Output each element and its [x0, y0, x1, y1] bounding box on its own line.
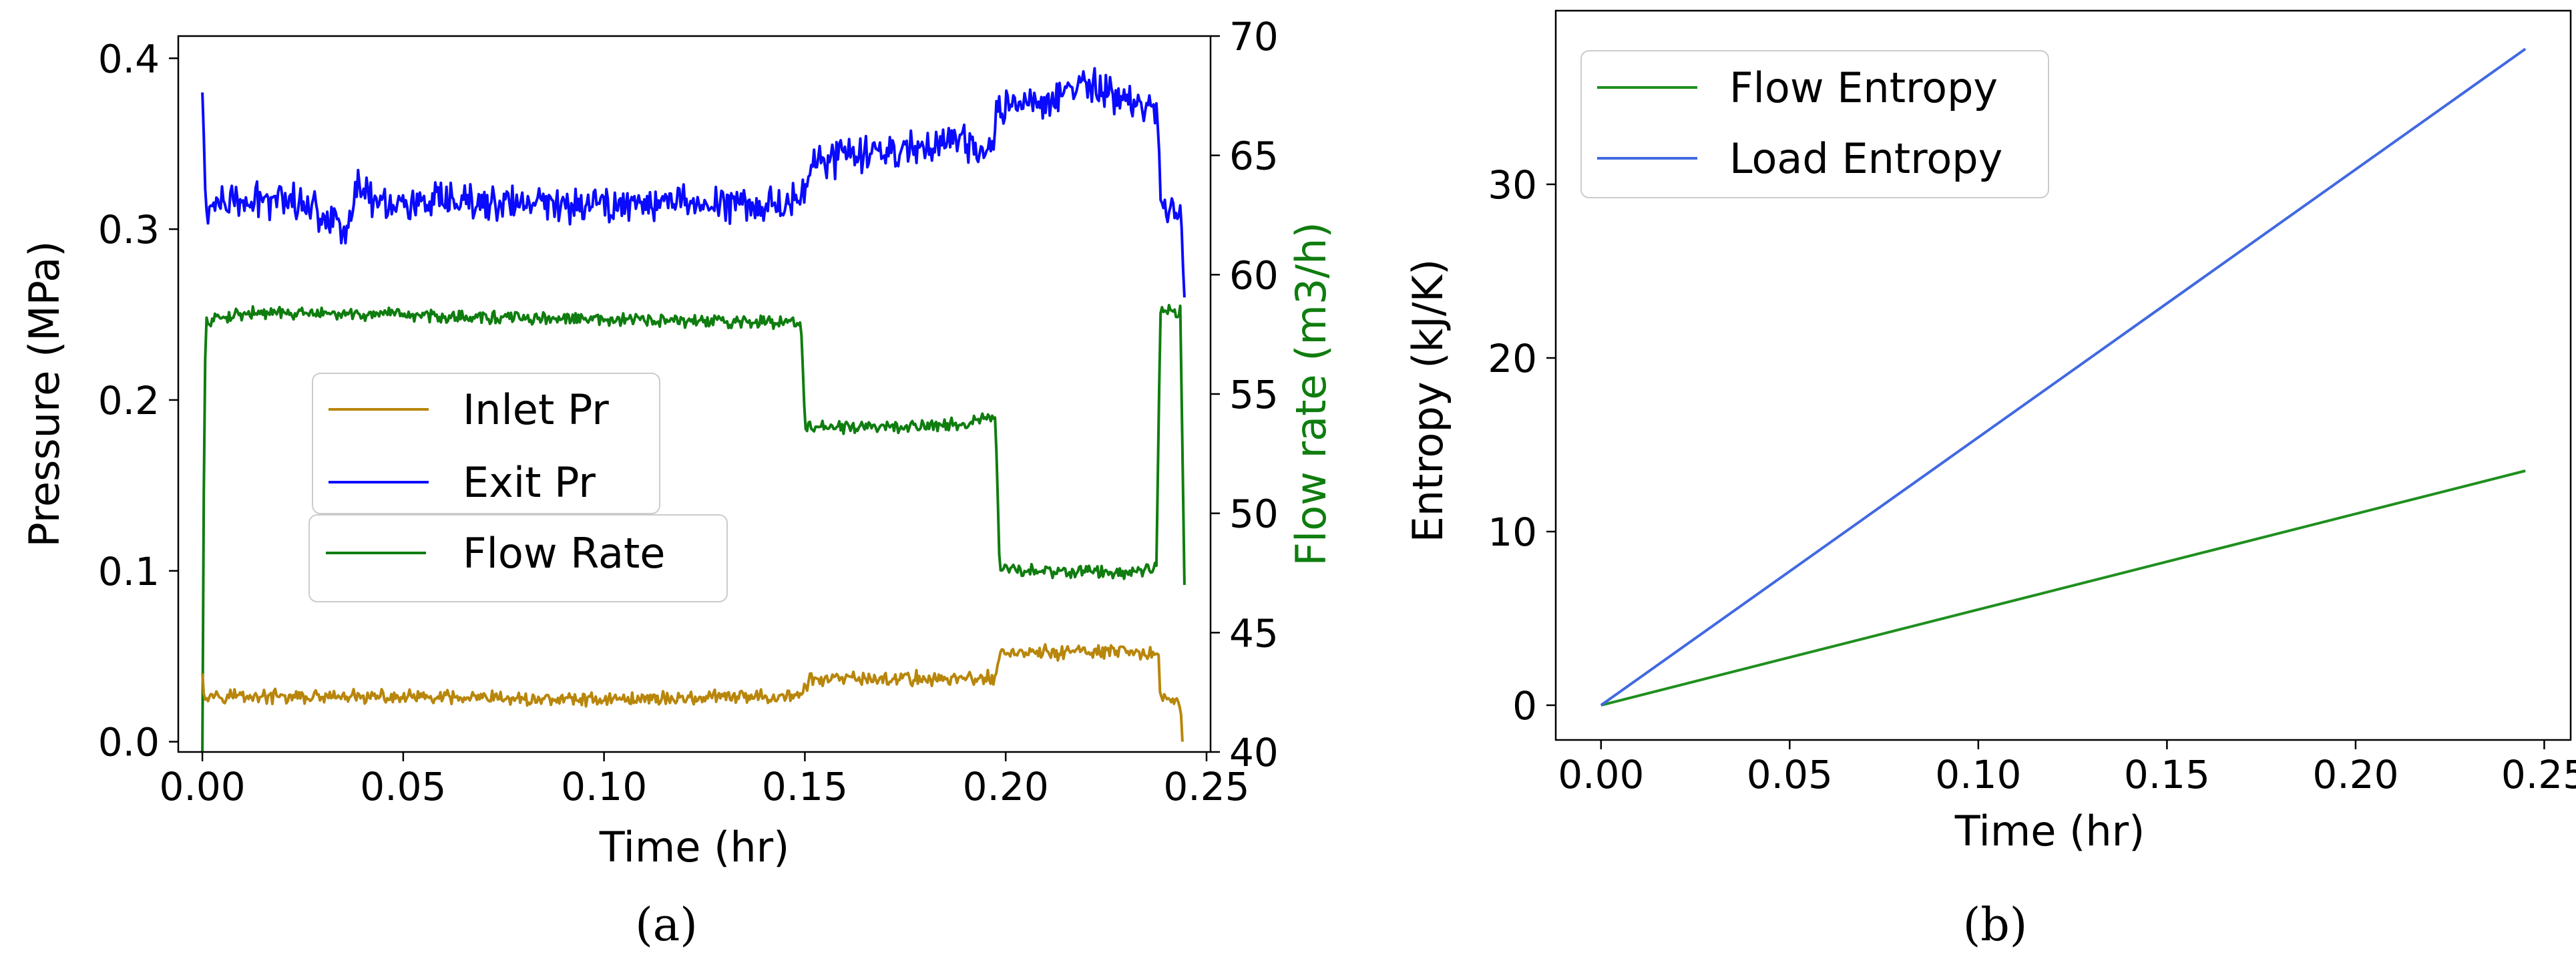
legend-label-exit-pr: Exit Pr [463, 458, 596, 507]
chart-a-panel-label: (a) [635, 899, 698, 952]
chart-b-x-axis-label: Time (hr) [1954, 807, 2145, 855]
legend-label-flow-rate: Flow Rate [463, 529, 665, 578]
legend-label-load-entropy: Load Entropy [1729, 134, 2002, 183]
chart-b-panel-label: (b) [1963, 899, 2028, 952]
chart-a-y-tick-label: 0.3 [98, 207, 160, 252]
chart-a-y-ticks: 0.0 0.1 0.2 0.3 0.4 [98, 36, 178, 765]
series-line-exit-pr [201, 67, 1186, 298]
chart-b-plot-area [1600, 47, 2527, 707]
chart-a-x-tick-label: 0.25 [1163, 764, 1249, 809]
chart-a-x-tick-label: 0.15 [762, 764, 848, 809]
chart-b-y-tick-label: 10 [1488, 510, 1537, 555]
chart-b-y-axis-label: Entropy (kJ/K) [1404, 259, 1452, 543]
chart-b-x-tick-label: 0.20 [2312, 752, 2398, 797]
chart-a-x-tick-label: 0.10 [561, 764, 647, 809]
chart-b-x-tick-label: 0.15 [2124, 752, 2210, 797]
chart-b-y-tick-label: 0 [1512, 683, 1537, 729]
chart-a-x-tick-label: 0.00 [160, 764, 246, 809]
chart-a-y2-axis-label: Flow rate (m3/h) [1287, 222, 1335, 566]
chart-a-y2-tick-label: 45 [1229, 610, 1279, 656]
chart-a-y2-tick-label: 65 [1229, 134, 1279, 179]
chart-a-x-tick-label: 0.20 [963, 764, 1049, 809]
chart-a-y2-ticks: 40 45 50 55 60 65 70 [1211, 14, 1279, 775]
chart-b-y-ticks: 0 10 20 30 [1488, 162, 1556, 729]
chart-a-x-ticks: 0.00 0.05 0.10 0.15 0.20 0.25 [160, 752, 1250, 809]
chart-a-y-axis-label: Pressure (MPa) [20, 241, 69, 548]
chart-b-frame [1554, 9, 2572, 741]
chart-a-legend-flow: Flow Rate [308, 514, 728, 602]
chart-b-x-tick-label: 0.05 [1747, 752, 1833, 797]
chart-b-y-tick-label: 20 [1488, 336, 1537, 381]
chart-b-x-tick-label: 0.00 [1558, 752, 1644, 797]
chart-a-y2-tick-label: 70 [1229, 14, 1279, 59]
chart-a-y2-tick-label: 55 [1229, 372, 1279, 417]
chart-a-y-tick-label: 0.0 [98, 720, 160, 765]
chart-b-x-tick-label: 0.10 [1935, 752, 2021, 797]
chart-b-x-tick-label: 0.25 [2501, 752, 2576, 797]
chart-a: 0.00 0.05 0.10 0.15 0.20 0.25 0.0 0.1 0.2 0.3 0.4… [20, 14, 1335, 952]
legend-label-flow-entropy: Flow Entropy [1729, 63, 1998, 112]
chart-b-legend: Flow Entropy Load Entropy [1580, 50, 2049, 198]
series-line-flow-rate [201, 304, 1186, 753]
chart-a-plot-area [201, 67, 1186, 753]
series-line-inlet-pr [201, 643, 1184, 742]
series-line-flow-entropy [1600, 469, 2526, 707]
chart-a-y-tick-label: 0.1 [98, 549, 160, 594]
chart-a-y2-tick-label: 50 [1229, 492, 1279, 537]
chart-a-y-tick-label: 0.4 [98, 36, 160, 81]
chart-b-legend-box [1580, 50, 2049, 198]
chart-b-x-ticks: 0.00 0.05 0.10 0.15 0.20 0.25 [1558, 740, 2576, 797]
chart-b: 0.00 0.05 0.10 0.15 0.20 0.25 0 10 20 30 Time (h… [1404, 9, 2576, 952]
series-line-load-entropy [1600, 47, 2527, 707]
legend-label-inlet-pr: Inlet Pr [463, 385, 609, 434]
chart-b-y-tick-label: 30 [1488, 162, 1537, 208]
chart-a-y-tick-label: 0.2 [98, 378, 160, 423]
chart-a-x-axis-label: Time (hr) [599, 823, 790, 872]
chart-a-y2-tick-label: 40 [1229, 730, 1279, 775]
chart-a-x-tick-label: 0.05 [360, 764, 446, 809]
chart-a-legend-pressure: Inlet Pr Exit Pr [312, 373, 660, 514]
chart-a-legend-flow-box [308, 514, 728, 602]
chart-a-y2-tick-label: 60 [1229, 252, 1279, 298]
